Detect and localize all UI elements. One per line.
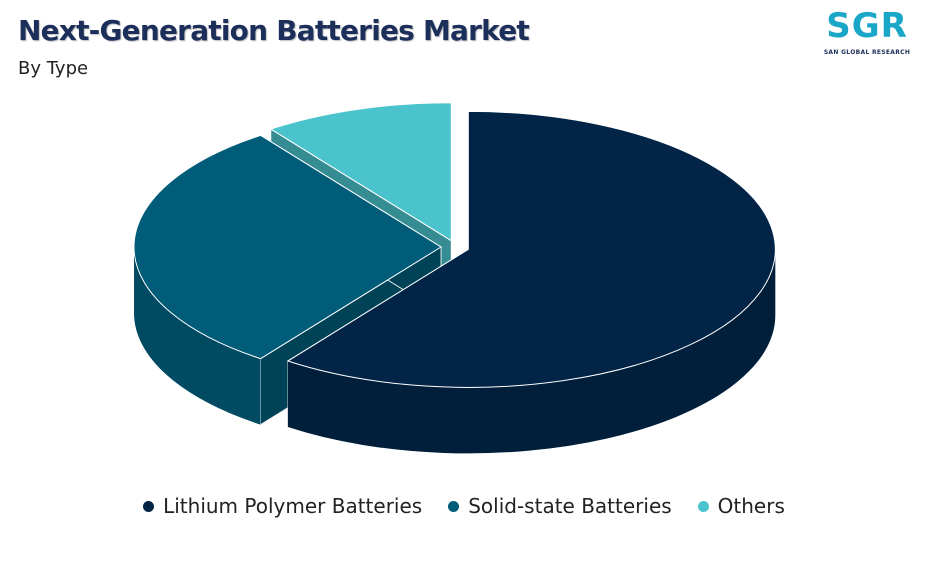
slice-lithium-polymer	[286, 110, 776, 388]
chart-subtitle: By Type	[18, 58, 89, 79]
slice-side-solid-state	[134, 247, 261, 425]
legend-label-solid-state: Solid-state Batteries	[468, 494, 672, 518]
slice-side-lithium-polymer	[287, 249, 776, 454]
slice-others	[269, 102, 452, 242]
chart-legend: Lithium Polymer Batteries Solid-state Ba…	[0, 494, 928, 518]
chart-title: Next-Generation Batteries Market	[18, 14, 530, 47]
pie-chart	[133, 102, 776, 454]
legend-marker-lithium-polymer	[143, 500, 155, 512]
legend-label-others: Others	[717, 494, 785, 518]
logo-text: SGR	[826, 6, 908, 46]
legend-item-lithium-polymer: Lithium Polymer Batteries	[143, 494, 422, 518]
legend-marker-solid-state	[448, 500, 460, 512]
sgr-logo: SGR SAN GLOBAL RESEARCH	[812, 6, 922, 62]
legend-label-lithium-polymer: Lithium Polymer Batteries	[163, 494, 423, 518]
pie-top-faces	[133, 102, 776, 388]
legend-marker-others	[697, 500, 709, 512]
logo-subtext: SAN GLOBAL RESEARCH	[823, 49, 911, 56]
slice-solid-state	[133, 134, 442, 360]
legend-item-others: Others	[697, 494, 785, 518]
legend-item-solid-state: Solid-state Batteries	[448, 494, 672, 518]
